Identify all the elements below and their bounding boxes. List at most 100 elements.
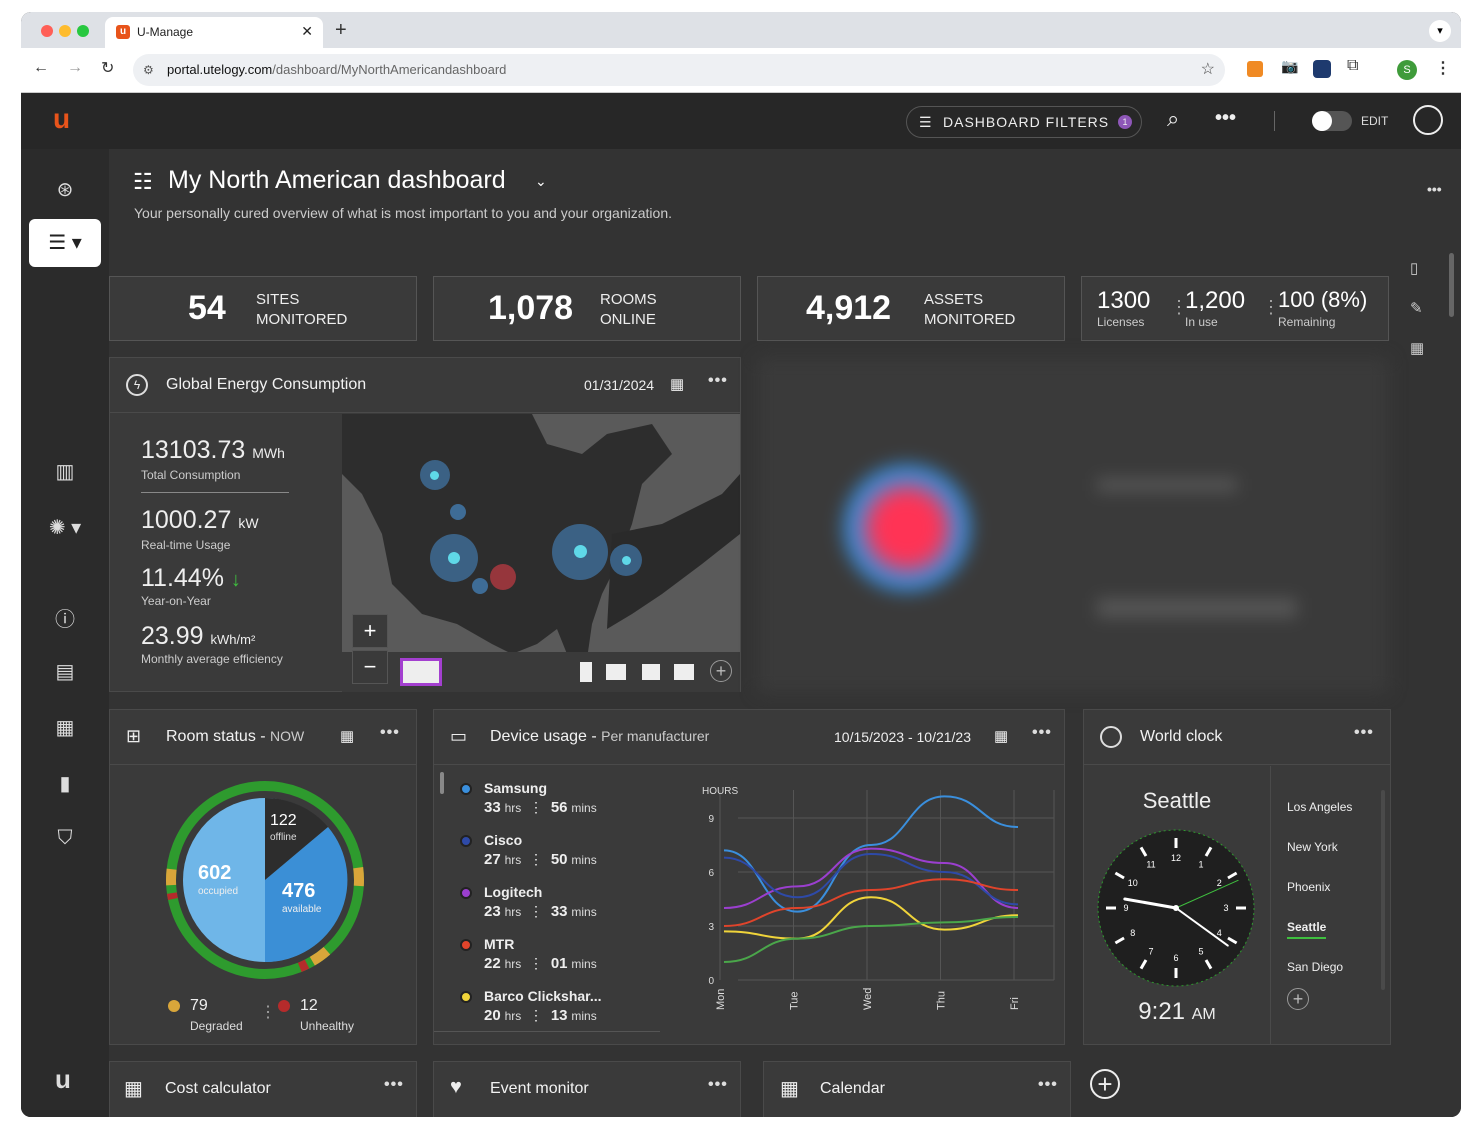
world-clock-more-icon[interactable]: ••• (1354, 724, 1374, 741)
calendar-icon[interactable]: ▦ (670, 376, 685, 393)
forward-icon[interactable]: → (67, 59, 83, 76)
manufacturer-item[interactable]: MTR 22 hrs ⋮ 01 mins (460, 936, 597, 972)
browser-menu-icon[interactable]: ⋮ (1435, 60, 1451, 77)
stat-rooms[interactable]: 1,078 ROOMS ONLINE (433, 276, 741, 341)
offline-label: offline (270, 832, 297, 843)
room-status-more-icon[interactable]: ••• (380, 724, 400, 741)
series-line (723, 847, 1019, 909)
camera-extension-icon[interactable]: 📷 (1281, 58, 1299, 74)
sidebar-item-dashboards[interactable]: ☰ ▾ (29, 219, 101, 267)
back-icon[interactable]: ← (33, 59, 49, 76)
page-more-icon[interactable]: ••• (1427, 181, 1442, 197)
series-color-dot (460, 887, 472, 899)
sidebar-item-qr-icon[interactable]: ▦ (55, 717, 75, 739)
device-date-range[interactable]: 10/15/2023 - 10/21/23 (834, 729, 972, 745)
city-list-scrollbar[interactable] (1381, 790, 1385, 990)
calendar-icon: ▦ (780, 1078, 799, 1100)
degraded-arc (166, 781, 364, 979)
more-options-icon[interactable]: ••• (1215, 107, 1237, 129)
close-tab-icon[interactable]: ✕ (301, 23, 313, 39)
new-tab-icon[interactable]: + (335, 19, 347, 41)
arc-extension-icon[interactable] (1313, 60, 1331, 78)
stat-licenses[interactable]: 1300 Licenses ⋮ 1,200 In use ⋮ 100 (8%) … (1081, 276, 1389, 341)
list-scrollbar[interactable] (440, 772, 444, 794)
device-usage-more-icon[interactable]: ••• (1032, 724, 1052, 741)
calculator-icon[interactable]: ▦ (1410, 340, 1425, 357)
x-tick-label: Wed (862, 988, 874, 1010)
add-region-icon[interactable]: + (710, 660, 732, 682)
sidebar-bottom-logo[interactable]: u (55, 1064, 71, 1094)
sites-label: SITES MONITORED (256, 291, 348, 328)
assets-count: 4,912 (806, 289, 892, 327)
city-item[interactable]: New York (1287, 840, 1338, 854)
city-item[interactable]: San Diego (1287, 960, 1344, 974)
notes-icon[interactable]: ▯ (1410, 260, 1419, 277)
city-item[interactable]: Los Angeles (1287, 800, 1353, 814)
sidebar-item-network-icon[interactable]: ✺ ▾ (48, 517, 82, 539)
edit-note-icon[interactable]: ✎ (1410, 300, 1423, 317)
page-title[interactable]: My North American dashboard (168, 166, 506, 194)
unhealthy-count: 12 (300, 997, 318, 1014)
city-item[interactable]: Seattle (1287, 920, 1327, 939)
energy-more-icon[interactable]: ••• (708, 372, 728, 389)
minimize-window-button[interactable] (59, 25, 71, 37)
url-field[interactable]: ⚙ portal.utelogy.com/dashboard/MyNorthAm… (133, 54, 1225, 86)
url-host: portal.utelogy.com (167, 62, 273, 77)
manufacturer-item[interactable]: Cisco 27 hrs ⋮ 50 mins (460, 832, 597, 868)
divider: ⋮ (1170, 297, 1188, 317)
reload-icon[interactable]: ↻ (101, 60, 115, 77)
extension-chart-icon[interactable] (1247, 61, 1263, 77)
sidebar-item-rooms-icon[interactable]: ▥ (55, 461, 75, 483)
manufacturer-item[interactable]: Samsung 33 hrs ⋮ 56 mins (460, 780, 597, 816)
calendar-icon[interactable]: ▦ (340, 728, 355, 745)
calendar-icon[interactable]: ▦ (994, 728, 1009, 745)
app-logo[interactable]: u (53, 103, 71, 134)
region-thumbnail-icon[interactable] (580, 662, 592, 682)
total-consumption-value: 13103.73 MWh (141, 436, 285, 464)
zoom-in-button[interactable]: + (352, 614, 388, 648)
calendar-more-icon[interactable]: ••• (1038, 1076, 1058, 1093)
site-info-icon[interactable]: ⚙ (143, 63, 154, 77)
energy-map[interactable]: + − + (342, 414, 740, 692)
browser-tab[interactable]: u U-Manage ✕ (105, 17, 323, 48)
dashboard-filters-button[interactable]: ☰ DASHBOARD FILTERS 1 (906, 106, 1142, 138)
maximize-window-button[interactable] (77, 25, 89, 37)
extensions-puzzle-icon[interactable]: ⧉ (1347, 57, 1359, 74)
cost-calculator-card[interactable]: ▦ Cost calculator ••• (109, 1061, 417, 1117)
manufacturer-item[interactable]: Barco Clickshar... 20 hrs ⋮ 13 mins (460, 988, 602, 1024)
edit-toggle[interactable] (1312, 111, 1352, 131)
city-item[interactable]: Phoenix (1287, 880, 1331, 894)
profile-avatar[interactable]: S (1397, 60, 1417, 80)
sidebar-item-security-icon[interactable]: ⛉ (57, 827, 73, 849)
event-monitor-more-icon[interactable]: ••• (708, 1076, 728, 1093)
tab-search-icon[interactable]: ▾ (1429, 20, 1451, 42)
region-thumbnail-icon[interactable] (674, 664, 694, 680)
user-account-icon[interactable] (1413, 105, 1443, 135)
close-window-button[interactable] (41, 25, 53, 37)
stat-assets[interactable]: 4,912 ASSETS MONITORED (757, 276, 1065, 341)
scrollbar[interactable] (1449, 253, 1454, 317)
room-status-donut[interactable] (165, 780, 365, 980)
calendar-card[interactable]: ▦ Calendar ••• (763, 1061, 1071, 1117)
world-map-thumbnail-icon[interactable] (400, 658, 442, 686)
assets-label: ASSETS MONITORED (924, 291, 1016, 328)
sidebar-item-overview-icon[interactable]: ⊛ (56, 179, 74, 201)
energy-date[interactable]: 01/31/2024 (584, 377, 655, 393)
region-thumbnail-icon[interactable] (642, 664, 660, 680)
event-monitor-card[interactable]: ♥ Event monitor ••• (433, 1061, 741, 1117)
search-icon[interactable]: ⌕ (1167, 106, 1180, 131)
sidebar-item-alerts-icon[interactable]: ⓘ (55, 609, 75, 631)
add-widget-icon[interactable]: + (1090, 1069, 1120, 1099)
title-chevron-down-icon[interactable]: ⌄ (535, 173, 547, 189)
digital-time: 9:21 AM (1138, 998, 1216, 1025)
add-city-icon[interactable]: + (1287, 988, 1309, 1010)
bookmark-star-icon[interactable]: ☆ (1200, 61, 1215, 78)
zoom-out-button[interactable]: − (352, 650, 388, 684)
sidebar-item-messages-icon[interactable]: ▤ (55, 661, 75, 683)
sidebar-item-reports-icon[interactable]: ▮ (59, 773, 71, 795)
region-thumbnail-icon[interactable] (606, 664, 626, 680)
manufacturer-item[interactable]: Logitech 23 hrs ⋮ 33 mins (460, 884, 597, 920)
cost-calculator-more-icon[interactable]: ••• (384, 1076, 404, 1093)
licenses-total: 1300 (1097, 287, 1151, 314)
stat-sites[interactable]: 54 SITES MONITORED (109, 276, 417, 341)
